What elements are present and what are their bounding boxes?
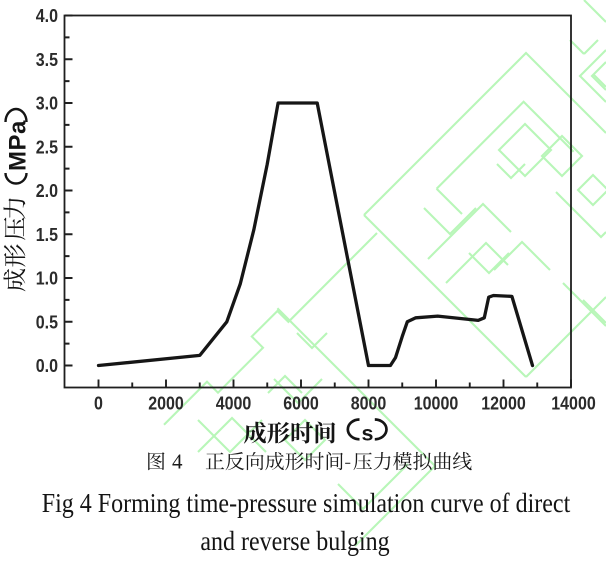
svg-text:1.0: 1.0 [36,268,58,289]
svg-text:8000: 8000 [351,392,387,413]
svg-text:4: 4 [172,450,183,474]
svg-text:4.0: 4.0 [36,5,58,26]
svg-text:6000: 6000 [283,392,319,413]
svg-text:0.0: 0.0 [36,355,58,376]
svg-text:14000: 14000 [551,392,595,413]
svg-text:2.0: 2.0 [36,180,58,201]
svg-text:3.0: 3.0 [36,93,58,114]
svg-text:10000: 10000 [414,392,458,413]
svg-text:2000: 2000 [148,392,184,413]
svg-text:0.5: 0.5 [36,311,59,332]
svg-text:Fig 4 Forming time-pressure si: Fig 4 Forming time-pressure simulation c… [42,487,571,518]
svg-text:4000: 4000 [216,392,252,413]
svg-text:1.5: 1.5 [36,224,59,245]
svg-text:3.5: 3.5 [36,49,59,70]
svg-text:and reverse bulging: and reverse bulging [200,525,389,556]
svg-text:s: s [362,422,374,446]
svg-text:12000: 12000 [481,392,525,413]
svg-text:0: 0 [94,392,103,413]
svg-text:2.5: 2.5 [36,136,59,157]
svg-text:MPa: MPa [5,120,32,171]
